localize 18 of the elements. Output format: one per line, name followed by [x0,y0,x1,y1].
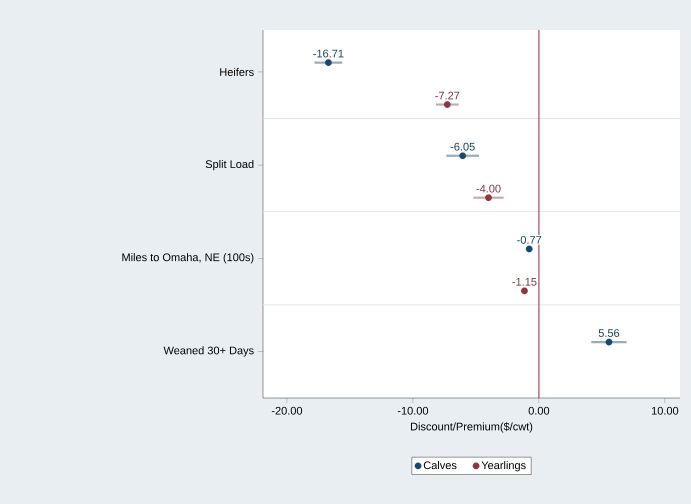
data-label: -6.05 [450,142,475,151]
x-tick-label: 0.00 [528,406,550,415]
legend-label: Calves [424,461,456,470]
y-tick-label: Miles to Omaha, NE (100s) [122,253,254,264]
y-tick-label: Heifers [220,68,254,76]
legend-label: Yearlings [481,461,526,472]
x-tick-label: -10.00 [398,406,428,415]
data-label: -7.27 [435,92,460,100]
data-label: -1.15 [512,278,536,286]
data-label: -4.00 [476,184,501,193]
y-tick-label: Split Load [206,160,254,170]
x-tick-label: -20.00 [272,406,302,415]
data-label: -0.77 [517,236,542,244]
x-axis-title: Discount/Premium($/cwt) [410,422,532,433]
x-tick-label: 10.00 [652,406,678,415]
data-label: -16.71 [313,50,344,58]
data-label: 5.56 [598,329,620,337]
y-tick-label: Weaned 30+ Days [164,346,254,357]
